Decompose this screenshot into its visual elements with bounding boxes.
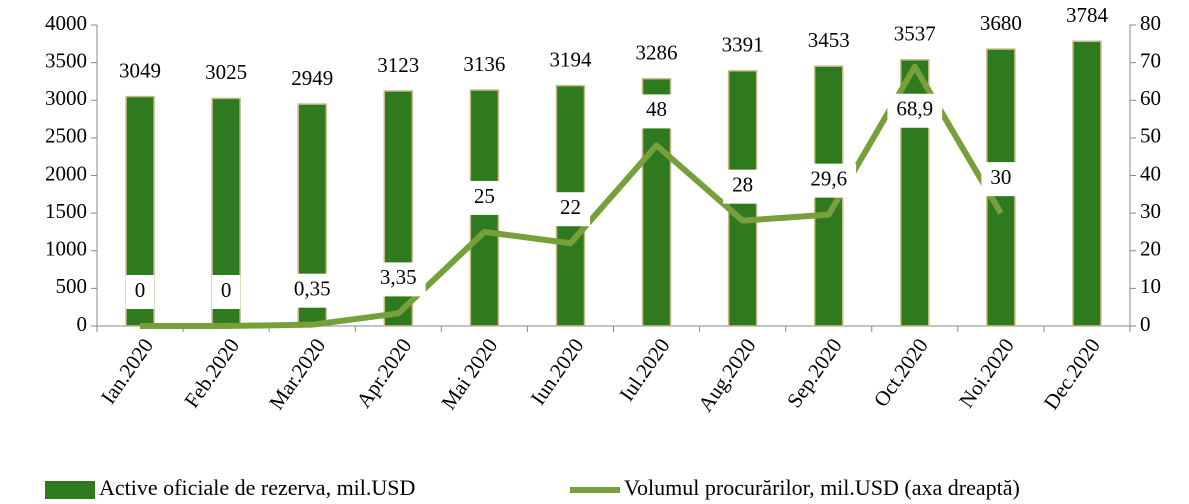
line-label-box bbox=[723, 169, 763, 204]
y-tick-label: 2500 bbox=[45, 124, 87, 148]
line-label-text: 0 bbox=[135, 278, 146, 302]
bar-label: 3286 bbox=[636, 41, 678, 65]
line-label-text: 22 bbox=[560, 195, 581, 219]
line-label: 48 bbox=[637, 94, 677, 129]
y-tick-label: 0 bbox=[77, 312, 88, 336]
line-label-box bbox=[887, 93, 943, 128]
bar-label: 2949 bbox=[291, 66, 333, 90]
line-label-box bbox=[211, 275, 241, 309]
legend-label: Volumul procurărilor, mil.USD (axa dreap… bbox=[624, 475, 1020, 500]
bar-label: 3123 bbox=[377, 53, 419, 77]
line-label-text: 3,35 bbox=[380, 265, 417, 289]
y2-tick-label: 10 bbox=[1140, 274, 1161, 298]
line-label: 0 bbox=[211, 275, 241, 309]
y2-tick-label: 20 bbox=[1140, 237, 1161, 261]
line-label-text: 0,35 bbox=[294, 276, 331, 300]
y2-tick-label: 40 bbox=[1140, 161, 1161, 185]
y2-tick-label: 60 bbox=[1140, 86, 1161, 110]
line-label: 29,6 bbox=[801, 163, 857, 198]
y-tick-label: 4000 bbox=[45, 11, 87, 35]
line-label-text: 29,6 bbox=[810, 166, 847, 190]
y2-tick-label: 0 bbox=[1140, 312, 1151, 336]
y2-tick-label: 70 bbox=[1140, 48, 1161, 72]
line-label-text: 25 bbox=[474, 184, 495, 208]
line-label-text: 28 bbox=[732, 172, 753, 196]
bar-label: 3453 bbox=[808, 28, 850, 52]
bar-label: 3784 bbox=[1066, 3, 1109, 27]
line-label-box bbox=[284, 273, 340, 308]
y-tick-label: 2000 bbox=[45, 161, 87, 185]
line-label-box bbox=[125, 275, 155, 309]
line-label-text: 30 bbox=[990, 165, 1011, 189]
line-label: 3,35 bbox=[370, 262, 426, 297]
line-label: 25 bbox=[464, 180, 504, 215]
y2-tick-label: 50 bbox=[1140, 124, 1161, 148]
line-label: 28 bbox=[723, 169, 763, 204]
bar bbox=[1072, 40, 1102, 327]
bar-label: 3025 bbox=[205, 60, 247, 84]
line-label-box bbox=[370, 262, 426, 297]
line-label: 68,9 bbox=[887, 93, 943, 128]
bar-label: 3537 bbox=[894, 22, 936, 46]
line-label: 30 bbox=[981, 162, 1021, 197]
y-tick-label: 3500 bbox=[45, 48, 87, 72]
bar-label: 3049 bbox=[119, 58, 161, 82]
line-label-box bbox=[550, 192, 590, 227]
line-label: 0,35 bbox=[284, 273, 340, 308]
bar-label: 3680 bbox=[980, 11, 1022, 35]
y-tick-label: 1500 bbox=[45, 199, 87, 223]
y-tick-label: 500 bbox=[56, 274, 88, 298]
line bbox=[140, 63, 1004, 329]
line-label-box bbox=[981, 162, 1021, 197]
bar-label: 3391 bbox=[722, 33, 764, 57]
y2-tick-label: 80 bbox=[1140, 11, 1161, 35]
line-label-box bbox=[637, 94, 677, 129]
bar-label: 3194 bbox=[549, 47, 592, 71]
line-label-box bbox=[464, 180, 504, 215]
line-label-text: 0 bbox=[221, 278, 232, 302]
y-tick-label: 3000 bbox=[45, 86, 87, 110]
line-label-box bbox=[801, 163, 857, 198]
line-label-text: 48 bbox=[646, 97, 667, 121]
legend-swatch bbox=[45, 481, 95, 499]
legend-label: Active oficiale de rezerva, mil.USD bbox=[99, 475, 415, 500]
line-label: 22 bbox=[550, 192, 590, 227]
line-label-text: 68,9 bbox=[896, 97, 933, 121]
line-label: 0 bbox=[125, 275, 155, 309]
y-tick-label: 1000 bbox=[45, 237, 87, 261]
bar-label: 3136 bbox=[463, 52, 505, 76]
y2-tick-label: 30 bbox=[1140, 199, 1161, 223]
